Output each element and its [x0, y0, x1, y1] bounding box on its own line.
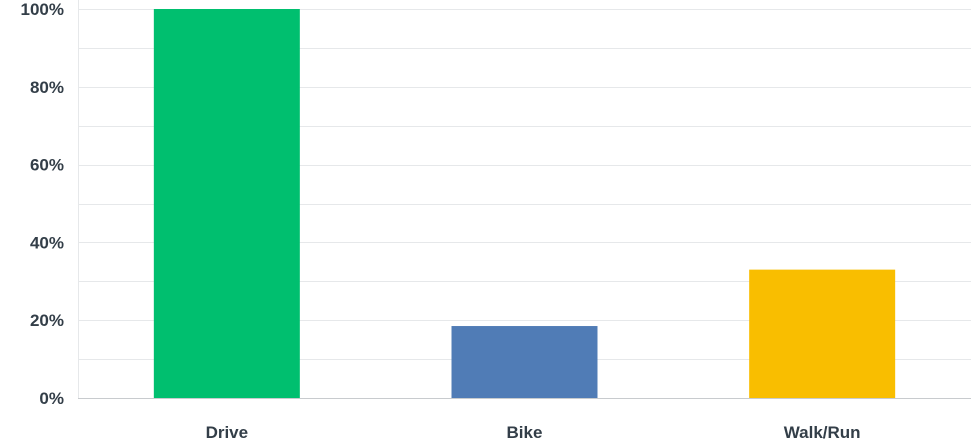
bars [153, 9, 896, 398]
x-category-label: Bike [507, 423, 543, 442]
y-tick-label: 80% [30, 78, 64, 97]
y-axis: 0% 20% 40% 60% 80% 100% [21, 0, 64, 408]
y-tick-label: 40% [30, 233, 64, 252]
y-tick-label: 60% [30, 156, 64, 175]
y-tick-label: 100% [21, 0, 64, 19]
bar-walk-run [749, 269, 896, 398]
x-category-label: Drive [206, 423, 249, 442]
x-category-label: Walk/Run [784, 423, 861, 442]
bar-bike [451, 326, 598, 398]
y-tick-label: 20% [30, 311, 64, 330]
y-tick-label: 0% [39, 389, 64, 408]
x-axis: Drive Bike Walk/Run [78, 0, 971, 442]
bar-drive [153, 9, 300, 398]
